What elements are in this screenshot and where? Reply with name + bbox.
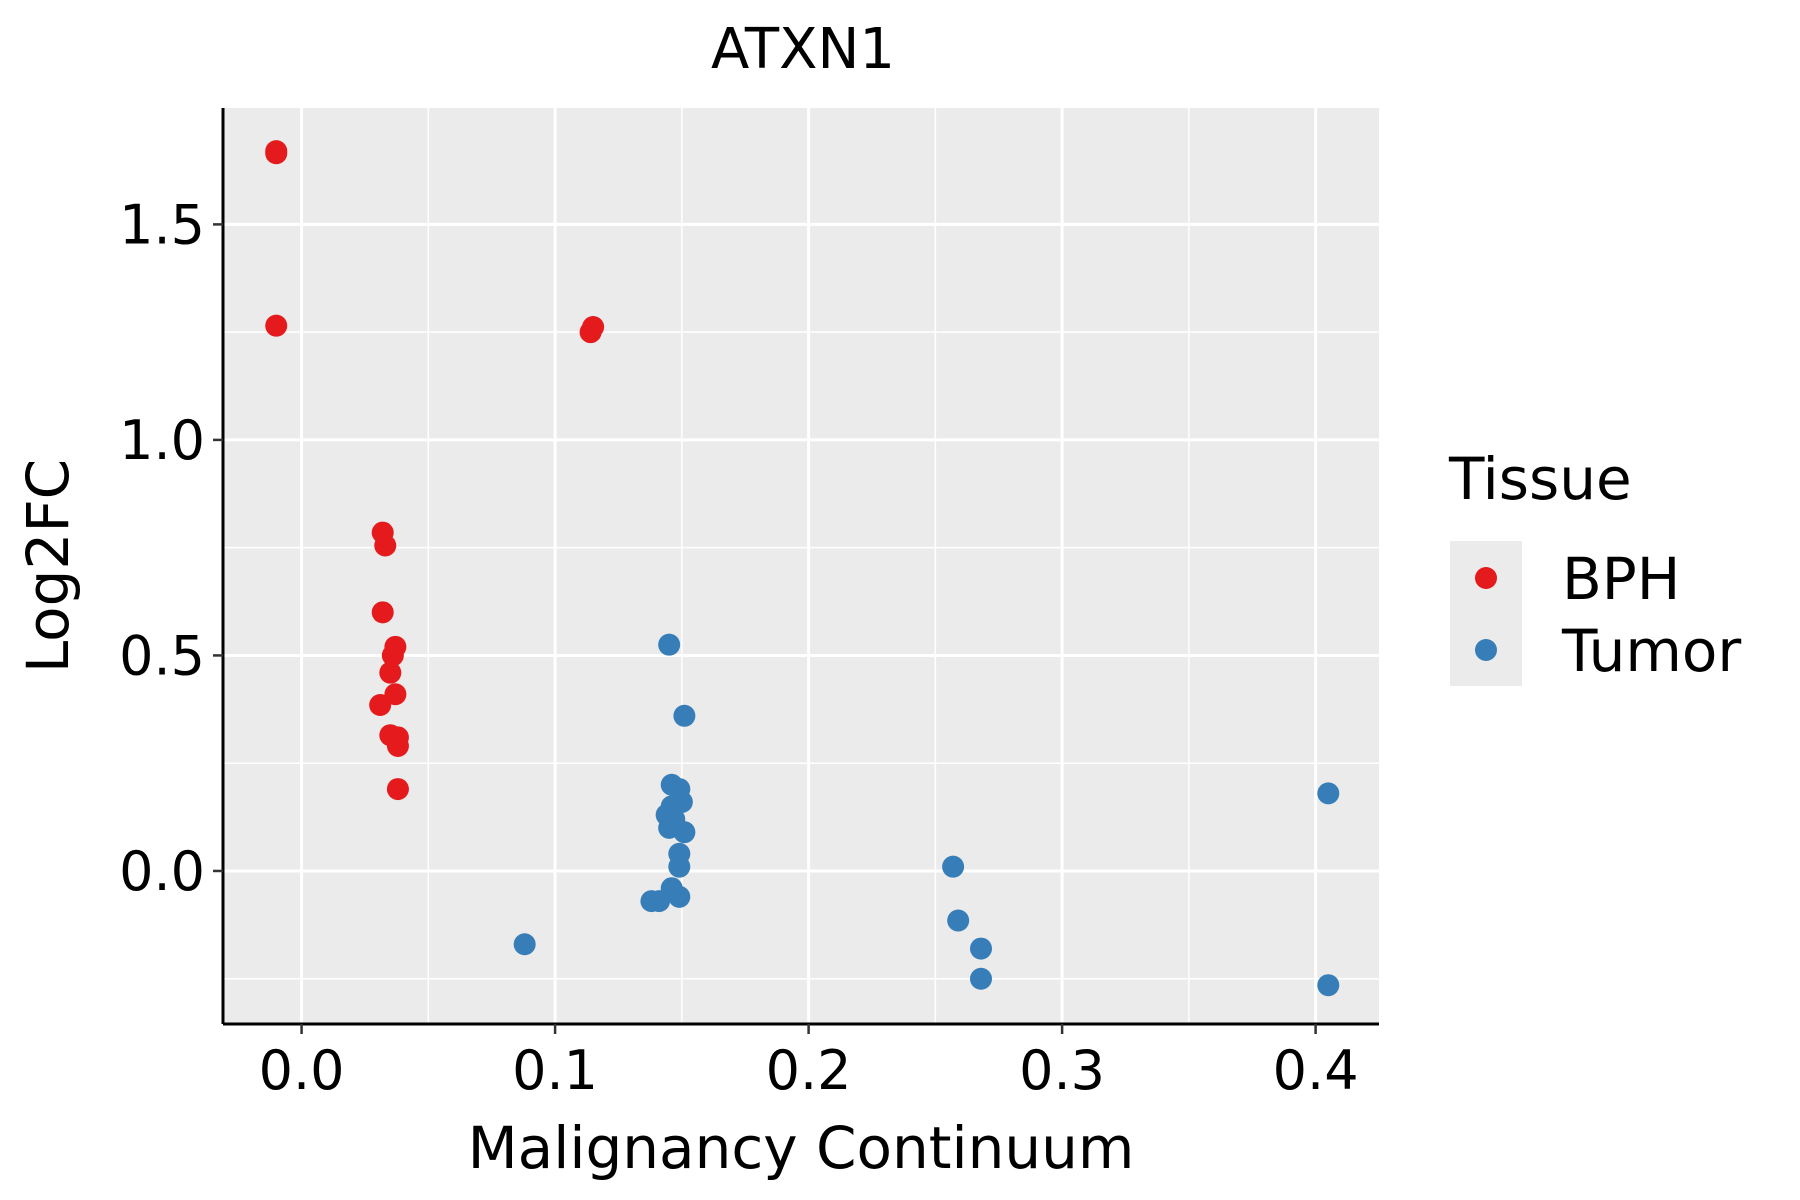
data-point-tumor bbox=[947, 909, 970, 932]
legend-swatch-tumor bbox=[1475, 639, 1497, 661]
data-point-bph bbox=[265, 314, 288, 337]
data-point-tumor bbox=[668, 855, 691, 878]
x-axis-ticks: 0.0 0.1 0.2 0.3 0.4 bbox=[259, 1024, 1359, 1102]
x-tick-label: 0.2 bbox=[766, 1039, 852, 1102]
major-gridlines bbox=[223, 108, 1379, 1024]
data-point-tumor bbox=[673, 704, 696, 727]
data-point-bph bbox=[381, 644, 404, 667]
data-point-tumor bbox=[513, 933, 536, 956]
chart-title: ATXN1 bbox=[711, 17, 895, 82]
legend-swatch-bph bbox=[1475, 567, 1497, 589]
legend-label-bph: BPH bbox=[1562, 545, 1680, 613]
data-point-tumor bbox=[658, 633, 681, 656]
y-tick-label: 1.5 bbox=[119, 193, 205, 256]
data-point-bph bbox=[379, 661, 402, 684]
x-tick-label: 0.3 bbox=[1019, 1039, 1105, 1102]
data-point-bph bbox=[371, 601, 394, 624]
x-tick-label: 0.4 bbox=[1273, 1039, 1359, 1102]
data-point-tumor bbox=[1317, 974, 1340, 997]
data-point-bph bbox=[582, 315, 605, 338]
data-point-tumor bbox=[673, 821, 696, 844]
minor-gridlines bbox=[223, 108, 1379, 1024]
data-point-tumor bbox=[969, 937, 992, 960]
legend-key-background bbox=[1450, 541, 1522, 686]
data-point-bph bbox=[384, 683, 407, 706]
data-point-tumor bbox=[668, 885, 691, 908]
data-point-bph bbox=[265, 142, 288, 165]
x-tick-label: 0.1 bbox=[512, 1039, 598, 1102]
data-point-tumor bbox=[648, 890, 671, 913]
y-tick-label: 0.0 bbox=[119, 840, 205, 903]
data-point-tumor bbox=[969, 967, 992, 990]
data-points bbox=[265, 140, 1340, 997]
x-tick-label: 0.0 bbox=[259, 1039, 345, 1102]
data-point-bph bbox=[386, 734, 409, 757]
y-tick-label: 1.0 bbox=[119, 409, 205, 472]
legend-label-tumor: Tumor bbox=[1561, 617, 1741, 685]
legend-title: Tissue bbox=[1448, 445, 1632, 513]
x-axis-title: Malignancy Continuum bbox=[468, 1114, 1135, 1182]
data-point-tumor bbox=[1317, 782, 1340, 805]
data-point-bph bbox=[369, 694, 392, 717]
y-axis-title: Log2FC bbox=[14, 459, 82, 673]
data-point-bph bbox=[386, 778, 409, 801]
plot-panel bbox=[223, 108, 1379, 1024]
y-axis-ticks: 0.0 0.5 1.0 1.5 bbox=[119, 193, 223, 903]
data-point-bph bbox=[374, 534, 397, 557]
data-point-tumor bbox=[942, 855, 965, 878]
y-tick-label: 0.5 bbox=[119, 624, 205, 687]
